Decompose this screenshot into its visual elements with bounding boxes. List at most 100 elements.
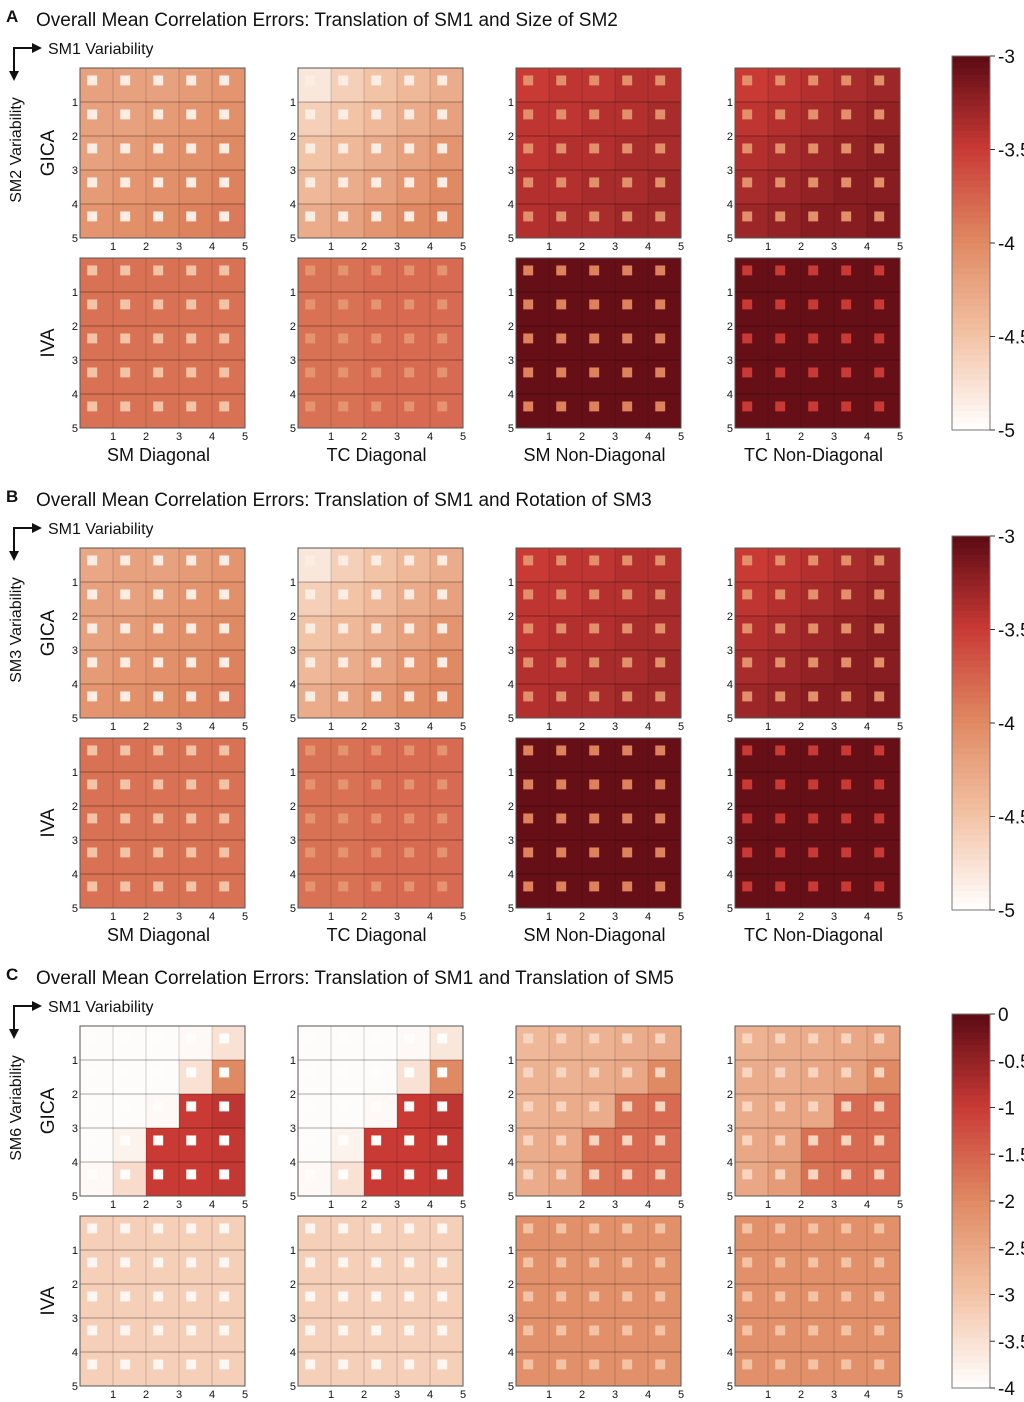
x-tick-label: 4 [864,241,870,253]
x-tick-label: 5 [897,431,903,443]
diagonal-subcell [120,211,131,222]
diagonal-subcell [371,1169,382,1180]
colorbar-step [952,660,990,668]
colorbar-step [952,80,990,88]
x-tick-label: 2 [143,431,149,443]
diagonal-subcell [775,745,786,756]
heatmap-iva-tc-non-diagonal: 1 1 2 2 3 3 4 4 5 5 [727,737,903,923]
y-tick-label: 5 [508,1381,514,1393]
y-tick-label: 2 [508,131,514,143]
diagonal-subcell [437,1169,448,1180]
diagonal-subcell [153,109,164,120]
diagonal-subcell [87,1169,98,1180]
diagonal-subcell [338,1067,349,1078]
diagonal-subcell [404,177,415,188]
diagonal-subcell [655,555,666,566]
colorbar-tick-label: -3 [998,47,1015,68]
diagonal-subcell [742,691,753,702]
diagonal-subcell [841,1291,852,1302]
colorbar-step [952,641,990,649]
colorbar-step [952,118,990,126]
colorbar-step [952,579,990,587]
diagonal-subcell [404,813,415,824]
diagonal-subcell [556,333,567,344]
diagonal-subcell [120,1169,131,1180]
diagonal-subcell [338,1359,349,1370]
y-tick-label: 4 [727,869,733,881]
diagonal-subcell [153,1135,164,1146]
diagonal-subcell [556,1359,567,1370]
x-tick-label: 4 [209,431,215,443]
diagonal-subcell [808,299,819,310]
heatmap-frame [734,1215,901,1387]
x-tick-label: 3 [612,721,618,733]
diagonal-subcell [404,555,415,566]
diagonal-subcell [808,1169,819,1180]
colorbar-step [952,1269,990,1277]
diagonal-subcell [655,211,666,222]
diagonal-subcell [589,745,600,756]
diagonal-subcell [655,401,666,412]
diagonal-subcell [338,589,349,600]
x-tick-label: 1 [546,431,552,443]
y-tick-label: 2 [72,611,78,623]
y-tick-label: 2 [290,611,296,623]
diagonal-subcell [338,745,349,756]
colorbar-tick-label: -3.5 [998,1332,1024,1353]
colorbar-step [952,199,990,207]
x-tick-label: 5 [678,1389,684,1401]
y-tick-label: 5 [727,423,733,435]
diagonal-subcell [87,691,98,702]
y-tick-label: 5 [727,1381,733,1393]
colorbar-step [952,623,990,630]
diagonal-subcell [808,367,819,378]
diagonal-subcell [622,1257,633,1268]
diagonal-subcell [808,1257,819,1268]
column-label: TC Diagonal [326,925,426,945]
diagonal-subcell [186,1359,197,1370]
diagonal-subcell [655,1359,666,1370]
diagonal-subcell [186,1033,197,1044]
diagonal-subcell [742,1291,753,1302]
diagonal-subcell [589,143,600,154]
y-tick-label: 5 [727,233,733,245]
heatmap-frame [297,257,464,429]
x-tick-label: 5 [678,431,684,443]
diagonal-subcell [622,847,633,858]
diagonal-subcell [589,367,600,378]
diagonal-subcell [874,1359,885,1370]
diagonal-subcell [556,1033,567,1044]
colorbar-step [952,155,990,163]
diagonal-subcell [305,1257,316,1268]
diagonal-subcell [808,779,819,790]
diagonal-subcell [622,1067,633,1078]
diagonal-subcell [841,1101,852,1112]
diagonal-subcell [655,333,666,344]
x-tick-label: 5 [242,241,248,253]
diagonal-subcell [622,589,633,600]
diagonal-subcell [338,779,349,790]
diagonal-subcell [219,745,230,756]
x-tick-label: 5 [460,431,466,443]
heatmap-frame [734,547,901,719]
diagonal-subcell [841,177,852,188]
heatmap-frame [515,547,682,719]
x-tick-label: 4 [645,431,651,443]
colorbar-step [952,797,990,805]
colorbar-step [952,324,990,331]
diagonal-subcell [523,1101,534,1112]
y-tick-label: 2 [290,1089,296,1101]
colorbar-step [952,1375,990,1383]
diagonal-subcell [874,847,885,858]
diagonal-subcell [556,401,567,412]
x-tick-label: 5 [460,721,466,733]
diagonal-subcell [186,367,197,378]
diagonal-subcell [305,211,316,222]
x-tick-label: 3 [176,431,182,443]
y-tick-label: 4 [508,679,514,691]
colorbar-step [952,386,990,394]
colorbar-tick-label: -3 [998,1286,1015,1307]
y-tick-label: 2 [727,131,733,143]
y-tick-label: 4 [72,679,78,691]
